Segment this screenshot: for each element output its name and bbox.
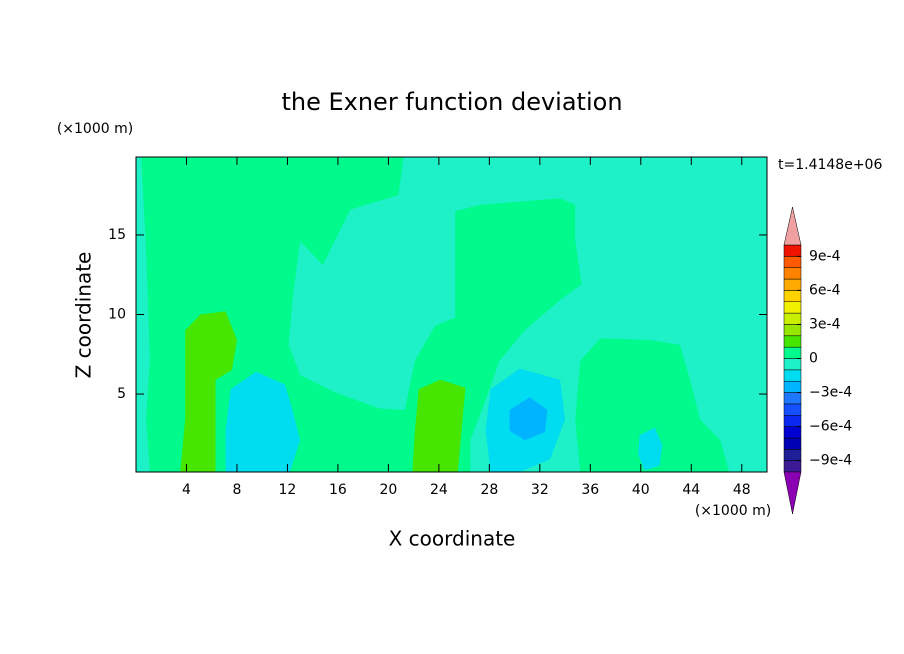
colorbar-band: [783, 369, 802, 382]
contour-region: [575, 338, 730, 472]
colorbar-band: [783, 324, 802, 337]
x-tick-label: 24: [430, 482, 448, 498]
colorbar-band: [783, 290, 802, 302]
colorbar-band: [783, 278, 802, 291]
x-tick-label: 44: [682, 482, 700, 498]
x-tick-label: 40: [632, 482, 650, 498]
time-label: t=1.4148e+06: [778, 157, 882, 173]
y-tick-label: 5: [117, 386, 126, 402]
contour-field: [136, 157, 767, 472]
contour-region: [180, 311, 237, 472]
contour-region: [638, 427, 663, 471]
contour-region: [225, 371, 301, 472]
colorbar-tick-label: −9e-4: [809, 453, 852, 469]
colorbar-tick-label: 9e-4: [809, 248, 841, 264]
colorbar-band: [783, 301, 802, 314]
colorbar-band: [783, 256, 802, 268]
y-tick-label: 15: [108, 227, 126, 243]
x-tick-label: 20: [379, 482, 397, 498]
colorbar-band: [783, 426, 802, 439]
chart-title: the Exner function deviation: [281, 88, 622, 116]
y-tick-label: 10: [108, 307, 126, 323]
colorbar-band: [783, 449, 802, 461]
y-axis-label: Z coordinate: [72, 252, 96, 379]
colorbar: 9e-4 6e-4 3e-4 0 −3e-4 −6e-4 −9e-4: [783, 206, 852, 515]
colorbar-band: [783, 392, 802, 405]
colorbar-tick-label: 0: [809, 351, 818, 367]
colorbar-band: [783, 460, 802, 473]
x-unit: (×1000 m): [695, 503, 771, 519]
x-tick-label: 12: [279, 482, 297, 498]
colorbar-over: [783, 206, 802, 246]
colorbar-band: [783, 312, 802, 325]
y-unit: (×1000 m): [57, 121, 133, 137]
contour-region: [509, 397, 548, 441]
colorbar-band: [783, 267, 802, 280]
x-tick-label: 48: [733, 482, 751, 498]
colorbar-tick-label: 3e-4: [809, 316, 841, 332]
x-tick-label: 28: [480, 482, 498, 498]
x-tick-label: 32: [531, 482, 549, 498]
colorbar-band: [783, 358, 802, 371]
colorbar-under: [783, 471, 802, 515]
contour-region: [412, 379, 466, 472]
colorbar-tick-label: −3e-4: [809, 385, 852, 401]
x-tick-label: 4: [182, 482, 191, 498]
x-axis-label: X coordinate: [389, 527, 516, 551]
colorbar-band: [783, 335, 802, 348]
colorbar-band: [783, 437, 802, 450]
colorbar-band: [783, 244, 802, 257]
colorbar-band: [783, 415, 802, 427]
colorbar-tick-label: 6e-4: [809, 282, 841, 298]
colorbar-band: [783, 403, 802, 416]
colorbar-tick-label: −6e-4: [809, 419, 852, 435]
x-tick-label: 36: [581, 482, 599, 498]
colorbar-band: [783, 380, 802, 393]
x-tick-label: 8: [232, 482, 241, 498]
colorbar-band: [783, 346, 802, 359]
x-tick-label: 16: [329, 482, 347, 498]
